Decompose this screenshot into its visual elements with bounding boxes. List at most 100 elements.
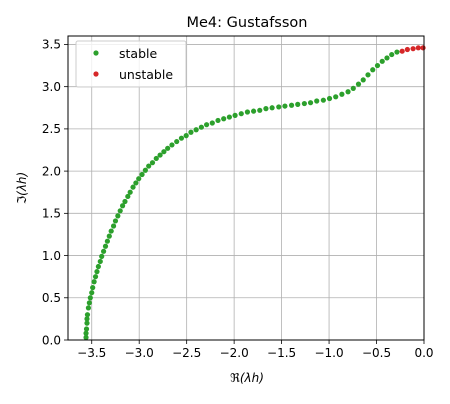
data-point-stable bbox=[83, 330, 89, 336]
data-point-stable bbox=[188, 129, 194, 135]
legend-box bbox=[75, 40, 187, 88]
data-point-stable bbox=[125, 193, 131, 200]
data-point-stable bbox=[226, 114, 232, 120]
data-point-stable bbox=[136, 176, 142, 182]
data-point-stable bbox=[104, 238, 110, 244]
data-point-stable bbox=[110, 223, 117, 229]
data-point-stable bbox=[238, 111, 244, 117]
y-tick-label: 0.0 bbox=[42, 333, 61, 347]
data-point-stable bbox=[153, 155, 159, 162]
data-point-stable bbox=[91, 279, 97, 285]
x-tick-label: −3.0 bbox=[125, 346, 154, 360]
x-tick-label: −3.5 bbox=[77, 346, 106, 360]
y-tick-label: 2.5 bbox=[42, 122, 61, 136]
data-point-stable bbox=[320, 97, 326, 103]
x-tick-label: −0.5 bbox=[362, 346, 391, 360]
data-point-stable bbox=[108, 228, 114, 234]
data-point-stable bbox=[269, 105, 275, 111]
data-point-stable bbox=[142, 167, 148, 173]
x-tick-label: −1.5 bbox=[267, 346, 296, 360]
data-point-stable bbox=[232, 112, 238, 118]
data-point-stable bbox=[146, 163, 152, 169]
legend: stable unstable bbox=[75, 40, 187, 88]
data-point-stable bbox=[84, 320, 90, 326]
data-point-stable bbox=[90, 285, 96, 291]
data-point-stable bbox=[263, 106, 269, 112]
data-point-stable bbox=[183, 133, 189, 139]
data-point-stable bbox=[86, 300, 92, 306]
y-tick-label: 3.0 bbox=[42, 80, 61, 94]
data-point-stable bbox=[87, 295, 93, 301]
data-point-stable bbox=[339, 91, 345, 97]
data-point-stable bbox=[307, 100, 314, 106]
data-points bbox=[83, 45, 426, 341]
data-point-stable bbox=[92, 274, 99, 280]
data-point-stable bbox=[379, 58, 385, 64]
data-point-stable bbox=[102, 243, 109, 249]
data-point-stable bbox=[101, 248, 107, 254]
data-point-stable bbox=[97, 258, 103, 265]
data-point-stable bbox=[106, 233, 112, 239]
data-point-stable bbox=[345, 89, 351, 95]
data-point-stable bbox=[276, 104, 282, 110]
data-point-stable bbox=[174, 138, 180, 145]
data-point-stable bbox=[282, 103, 288, 109]
data-point-stable bbox=[215, 117, 221, 124]
y-tick-label: 3.5 bbox=[42, 38, 61, 52]
x-tick-label: −2.5 bbox=[172, 346, 201, 360]
data-point-stable bbox=[84, 316, 90, 322]
data-point-stable bbox=[133, 180, 139, 186]
data-point-stable bbox=[83, 334, 89, 341]
data-point-stable bbox=[374, 62, 381, 69]
data-point-stable bbox=[257, 107, 263, 113]
axis-ticks: −3.5 −3.0 −2.5 −2.0 −1.5 −1.0 −0.5 0.0 0.0 0.5 1.0… bbox=[42, 38, 434, 360]
data-point-stable bbox=[112, 218, 119, 224]
data-point-stable bbox=[314, 98, 320, 104]
x-tick-label: 0.0 bbox=[414, 346, 433, 360]
data-point-stable bbox=[295, 101, 301, 107]
data-point-stable bbox=[83, 326, 90, 332]
data-point-stable bbox=[288, 102, 295, 108]
data-point-unstable bbox=[404, 46, 410, 53]
y-tick-label: 0.5 bbox=[42, 291, 61, 305]
data-point-stable bbox=[161, 149, 167, 155]
data-point-stable bbox=[209, 120, 215, 126]
chart-title: Me4: Gustafsson bbox=[187, 15, 308, 31]
data-point-stable bbox=[84, 312, 91, 318]
data-point-stable bbox=[326, 95, 333, 102]
y-tick-label: 1.0 bbox=[42, 249, 61, 263]
data-point-stable bbox=[301, 100, 307, 107]
data-point-stable bbox=[360, 77, 366, 83]
y-axis-label: ℑ(λh) bbox=[15, 172, 29, 204]
data-point-unstable bbox=[399, 48, 405, 54]
data-point-stable bbox=[117, 208, 123, 214]
data-point-stable bbox=[355, 81, 362, 87]
data-point-stable bbox=[127, 189, 133, 195]
legend-label-stable: stable bbox=[119, 46, 157, 61]
data-point-stable bbox=[95, 263, 101, 270]
data-point-stable bbox=[370, 67, 376, 73]
data-point-unstable bbox=[420, 45, 426, 51]
data-point-stable bbox=[178, 135, 185, 141]
data-point-stable bbox=[85, 305, 92, 311]
data-point-stable bbox=[119, 203, 126, 209]
data-point-stable bbox=[198, 124, 204, 130]
data-point-stable bbox=[169, 142, 175, 148]
data-point-stable bbox=[130, 184, 136, 190]
data-point-stable bbox=[139, 171, 145, 178]
data-point-stable bbox=[89, 290, 95, 296]
legend-marker-unstable bbox=[93, 71, 99, 77]
data-point-stable bbox=[394, 49, 400, 55]
data-point-stable bbox=[94, 269, 100, 275]
data-point-stable bbox=[221, 116, 227, 122]
x-tick-label: −2.0 bbox=[220, 346, 249, 360]
data-point-stable bbox=[389, 51, 395, 58]
x-axis-label: ℜ(λh) bbox=[230, 371, 264, 385]
data-point-stable bbox=[365, 72, 371, 78]
data-point-stable bbox=[384, 55, 390, 61]
legend-marker-stable bbox=[93, 50, 99, 56]
data-point-stable bbox=[157, 152, 163, 158]
